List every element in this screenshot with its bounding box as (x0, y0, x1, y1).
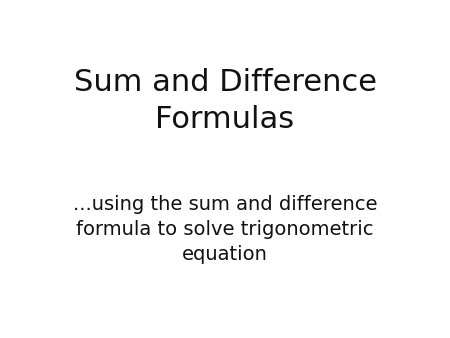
Text: ...using the sum and difference
formula to solve trigonometric
equation: ...using the sum and difference formula … (73, 195, 377, 264)
Text: Sum and Difference
Formulas: Sum and Difference Formulas (73, 68, 377, 135)
